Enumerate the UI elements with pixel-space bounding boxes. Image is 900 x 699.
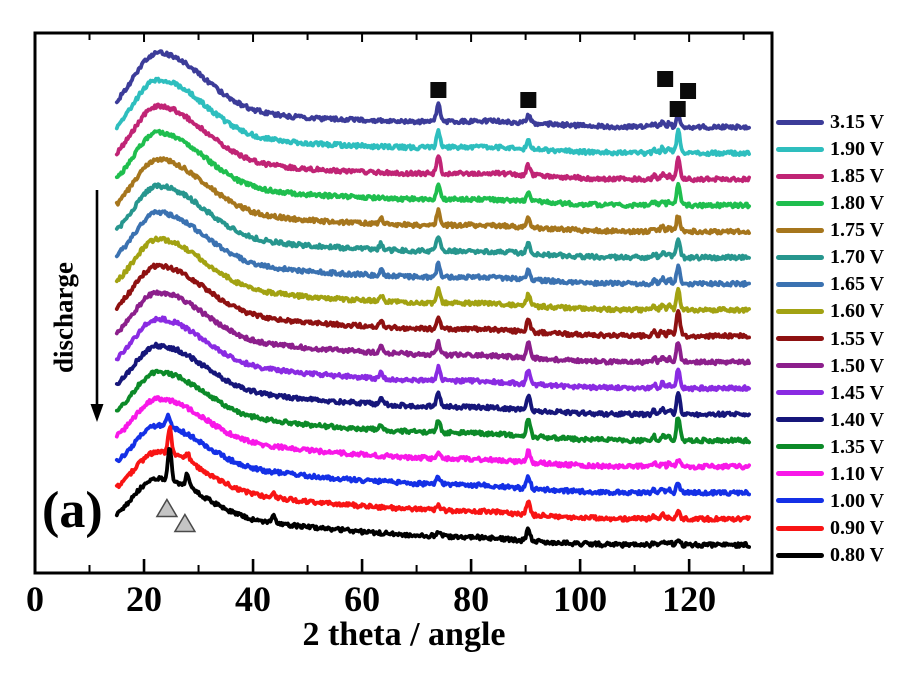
- square-peak-marker: [430, 82, 447, 98]
- triangle-peak-marker: [173, 513, 197, 533]
- series-1.10V: [114, 395, 751, 471]
- legend-label: 0.80 V: [830, 544, 885, 567]
- series-1.00V: [114, 412, 751, 497]
- series-0.90V: [114, 424, 751, 523]
- x-tick-label-40: 40: [235, 579, 272, 619]
- legend-swatch: [776, 119, 824, 125]
- legend-entry: 1.75 V: [776, 218, 884, 242]
- legend-entry: 1.60 V: [776, 299, 884, 323]
- series-1.85V: [114, 102, 751, 184]
- x-tick-label-120: 120: [662, 579, 717, 619]
- legend-entry: 1.10 V: [776, 462, 884, 486]
- square-peak-marker: [520, 92, 537, 108]
- legend-label: 1.60 V: [830, 300, 885, 323]
- legend-swatch: [776, 173, 824, 179]
- legend-entry: 1.55 V: [776, 327, 884, 351]
- square-peak-marker: [657, 71, 674, 87]
- legend-swatch: [776, 281, 824, 287]
- legend-label: 1.35 V: [830, 435, 885, 458]
- legend-label: 1.75 V: [830, 219, 885, 242]
- legend-entry: 0.90 V: [776, 516, 884, 540]
- legend-swatch: [776, 444, 824, 450]
- discharge-annotation: discharge: [48, 262, 79, 373]
- x-tick-label-60: 60: [344, 579, 381, 619]
- legend-swatch: [776, 471, 824, 477]
- series-0.80V: [114, 446, 751, 549]
- panel-label: (a): [42, 482, 103, 539]
- legend-entry: 1.35 V: [776, 435, 884, 459]
- legend-label: 1.90 V: [830, 138, 885, 161]
- x-tick-label-80: 80: [453, 579, 490, 619]
- square-peak-marker: [669, 101, 686, 117]
- series-1.35V: [114, 368, 751, 445]
- legend-entry: 1.70 V: [776, 245, 884, 269]
- legend-swatch: [776, 498, 824, 504]
- legend-label: 1.80 V: [830, 192, 885, 215]
- legend-swatch: [776, 390, 824, 396]
- legend-swatch: [776, 254, 824, 260]
- legend-swatch: [776, 363, 824, 369]
- legend-swatch: [776, 146, 824, 152]
- legend-label: 1.55 V: [830, 327, 885, 350]
- triangle-peak-marker: [155, 498, 179, 518]
- legend-label: 1.10 V: [830, 462, 885, 485]
- legend-label: 1.85 V: [830, 165, 885, 188]
- series-1.50V: [114, 289, 751, 367]
- legend-label: 3.15 V: [830, 111, 885, 133]
- legend-label: 1.50 V: [830, 354, 885, 377]
- series-1.80V: [114, 128, 751, 210]
- legend-entry: 1.50 V: [776, 354, 884, 378]
- legend-swatch: [776, 336, 824, 342]
- legend-entry: 0.80 V: [776, 543, 884, 567]
- legend-swatch: [776, 200, 824, 206]
- legend-label: 1.40 V: [830, 408, 885, 431]
- legend-label: 0.90 V: [830, 517, 885, 540]
- series-1.45V: [114, 315, 751, 393]
- plot-border: [33, 31, 774, 575]
- series-1.90V: [114, 76, 751, 158]
- series-1.70V: [114, 182, 751, 262]
- legend-swatch: [776, 227, 824, 233]
- legend-entry: 1.85 V: [776, 164, 884, 188]
- legend-entry: 3.15 V: [776, 110, 884, 134]
- series-1.60V: [114, 235, 751, 314]
- series-1.65V: [114, 209, 751, 288]
- legend-entry: 1.65 V: [776, 272, 884, 296]
- legend-entry: 1.90 V: [776, 137, 884, 161]
- legend-swatch: [776, 552, 824, 558]
- x-tick-label-100: 100: [553, 579, 608, 619]
- legend-entry: 1.00 V: [776, 489, 884, 513]
- series-1.40V: [114, 341, 751, 419]
- legend-swatch: [776, 417, 824, 423]
- legend-swatch: [776, 525, 824, 531]
- series-3.15V: [114, 49, 751, 132]
- legend-label: 1.70 V: [830, 246, 885, 269]
- series-1.55V: [114, 262, 751, 340]
- discharge-arrow-head: [90, 404, 104, 422]
- legend-label: 1.00 V: [830, 489, 885, 512]
- legend-entry: 1.45 V: [776, 381, 884, 405]
- legend-entry: 1.80 V: [776, 191, 884, 215]
- legend-entry: 1.40 V: [776, 408, 884, 432]
- series-1.75V: [114, 156, 751, 236]
- x-axis-title: 2 theta / angle: [302, 616, 506, 653]
- x-tick-label-20: 20: [126, 579, 163, 619]
- legend-swatch: [776, 308, 824, 314]
- x-tick-label-0: 0: [26, 579, 44, 619]
- legend-label: 1.65 V: [830, 273, 885, 296]
- square-peak-marker: [680, 83, 697, 99]
- legend-label: 1.45 V: [830, 381, 885, 404]
